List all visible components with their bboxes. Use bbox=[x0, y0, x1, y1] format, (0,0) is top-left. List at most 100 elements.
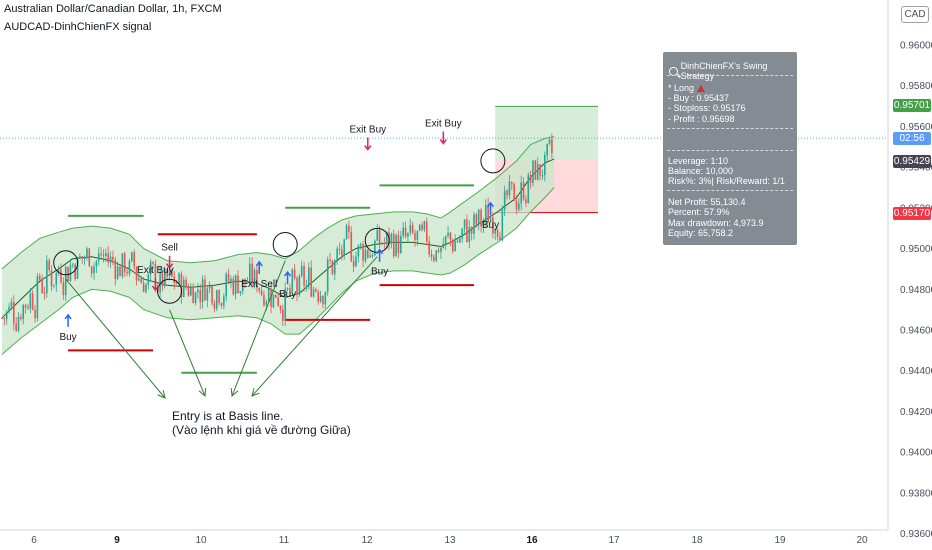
entry-annotation: Entry is at Basis line. (Vào lệnh khi gi… bbox=[172, 409, 351, 437]
candle-body bbox=[487, 204, 489, 223]
candle-body bbox=[171, 269, 173, 277]
candles-group bbox=[1, 133, 553, 333]
candle-body bbox=[551, 139, 553, 154]
candle-body bbox=[135, 266, 138, 281]
candle-body bbox=[534, 160, 537, 180]
candle-body bbox=[371, 255, 374, 257]
candle-body bbox=[291, 269, 294, 291]
candle-body bbox=[116, 266, 119, 279]
candle-body bbox=[50, 270, 53, 286]
signal-label: Buy bbox=[59, 332, 76, 343]
candle-body bbox=[274, 294, 277, 298]
candle-body bbox=[423, 221, 426, 230]
buy-arrow-icon bbox=[486, 201, 495, 215]
candle-body bbox=[147, 274, 150, 285]
sell-arrow-icon bbox=[439, 131, 447, 145]
candle-body bbox=[249, 263, 251, 284]
candle-body bbox=[38, 276, 41, 280]
candle-body bbox=[140, 278, 143, 284]
signal-circle bbox=[157, 278, 183, 304]
signal-label: Buy bbox=[279, 289, 296, 300]
candle-body bbox=[480, 209, 482, 227]
panel-net-profit: Net Profit: 55,130.4 bbox=[668, 197, 746, 207]
panel-buy: - Buy : 0.95437 bbox=[668, 93, 730, 103]
currency-badge[interactable]: CAD bbox=[901, 6, 929, 23]
candle-body bbox=[123, 253, 126, 272]
annotation-arrow bbox=[65, 278, 166, 399]
candle-body bbox=[164, 269, 166, 287]
candle-body bbox=[536, 164, 539, 180]
signal-label: Sell bbox=[161, 243, 178, 254]
annotation-arrow-head bbox=[198, 387, 207, 398]
candle-body bbox=[298, 275, 301, 295]
candle-body bbox=[282, 309, 284, 321]
candle-body bbox=[251, 263, 253, 284]
candle-body bbox=[546, 143, 548, 156]
candle-body bbox=[456, 240, 459, 243]
candle-body bbox=[29, 293, 32, 309]
annotation-arrow bbox=[169, 309, 206, 397]
candle-body bbox=[142, 283, 145, 293]
strategy-info-panel: DinhChienFX's Swing Strategy * Long - Bu… bbox=[663, 52, 797, 245]
annotation-arrows-group bbox=[65, 256, 378, 399]
candle-body bbox=[440, 247, 442, 253]
band-fill bbox=[2, 136, 555, 355]
candle-body bbox=[258, 288, 261, 291]
candle-body bbox=[390, 233, 393, 244]
panel-max-drawdown: Max drawdown: 4,973.9 bbox=[668, 218, 764, 228]
candle-body bbox=[215, 290, 218, 309]
candle-body bbox=[57, 269, 60, 273]
candle-body bbox=[520, 182, 522, 204]
band-lower-line bbox=[1, 187, 555, 355]
x-tick-label: 12 bbox=[361, 535, 373, 546]
candle-body bbox=[477, 209, 480, 225]
candle-body bbox=[88, 248, 91, 267]
candle-body bbox=[178, 273, 180, 284]
candle-body bbox=[475, 214, 478, 225]
candle-body bbox=[64, 266, 67, 295]
candle-body bbox=[532, 160, 534, 183]
panel-side-row: * Long bbox=[668, 83, 706, 93]
candle-body bbox=[473, 214, 475, 234]
candle-body bbox=[260, 290, 263, 295]
candle-body bbox=[204, 279, 206, 301]
candle-body bbox=[48, 260, 50, 271]
candle-body bbox=[225, 274, 227, 297]
candle-body bbox=[8, 306, 10, 312]
candle-body bbox=[326, 259, 329, 293]
panel-divider bbox=[667, 190, 793, 191]
candle-body bbox=[201, 279, 204, 303]
candle-body bbox=[433, 257, 435, 261]
candle-body bbox=[112, 256, 114, 261]
candle-body bbox=[333, 260, 336, 275]
candle-body bbox=[442, 243, 445, 248]
candle-body bbox=[194, 292, 197, 304]
candle-body bbox=[284, 288, 286, 321]
candle-body bbox=[426, 221, 428, 242]
candle-body bbox=[437, 250, 440, 253]
buy-arrow-icon bbox=[283, 270, 292, 285]
candle-body bbox=[527, 174, 530, 204]
annotation-arrow bbox=[231, 260, 286, 397]
signal-circle bbox=[480, 148, 506, 174]
candle-body bbox=[128, 261, 131, 274]
candle-body bbox=[421, 224, 423, 230]
candle-body bbox=[114, 260, 117, 279]
candle-body bbox=[211, 286, 213, 304]
indicator-label[interactable]: AUDCAD-DinhChienFX signal bbox=[4, 21, 152, 33]
candle-body bbox=[317, 291, 320, 302]
candle-body bbox=[90, 266, 93, 274]
candle-body bbox=[253, 270, 256, 284]
candle-body bbox=[463, 219, 466, 229]
candle-body bbox=[378, 229, 381, 244]
candle-body bbox=[241, 278, 244, 292]
candle-body bbox=[482, 221, 485, 227]
candle-body bbox=[223, 296, 225, 306]
candle-body bbox=[392, 233, 395, 257]
